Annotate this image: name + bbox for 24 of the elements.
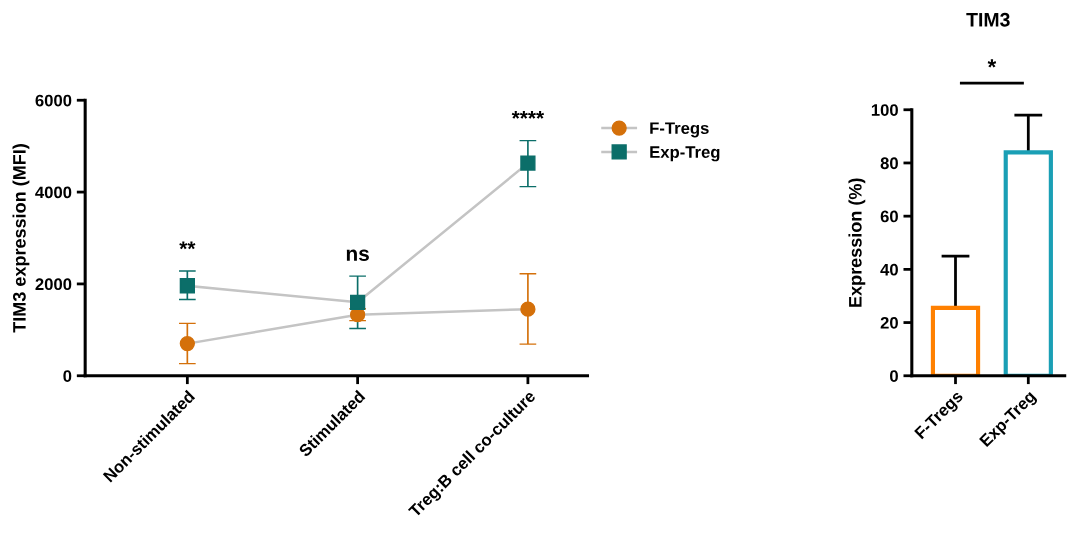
- y-tick-label: 40: [880, 263, 898, 276]
- chart-title: TIM3: [966, 12, 1010, 27]
- y-tick-label: 60: [880, 210, 898, 223]
- text: *: [987, 59, 997, 68]
- point: [349, 294, 366, 310]
- y-tick-label: 0: [890, 370, 898, 382]
- legend-label: F-Tregs: [650, 122, 709, 138]
- y-tick-label: 0: [63, 370, 72, 382]
- annotation: ****: [511, 110, 545, 119]
- y-axis-title: Expression (%): [848, 178, 866, 307]
- annotation: ns: [346, 249, 369, 261]
- y-axis-title: TIM3 expression (MFI): [12, 144, 30, 333]
- legend-label: Exp-Treg: [650, 146, 720, 162]
- point: [520, 155, 536, 171]
- y-tick-label: 6000: [35, 94, 72, 107]
- y-tick-label: 100: [871, 104, 898, 116]
- y-tick-label: 4000: [35, 186, 72, 199]
- y-tick-label: 80: [880, 157, 898, 170]
- point: [179, 278, 195, 294]
- annotation: **: [179, 241, 196, 250]
- point: [179, 335, 195, 352]
- point: [520, 301, 536, 317]
- y-tick-label: 20: [880, 316, 898, 329]
- y-tick-label: 2000: [35, 278, 72, 291]
